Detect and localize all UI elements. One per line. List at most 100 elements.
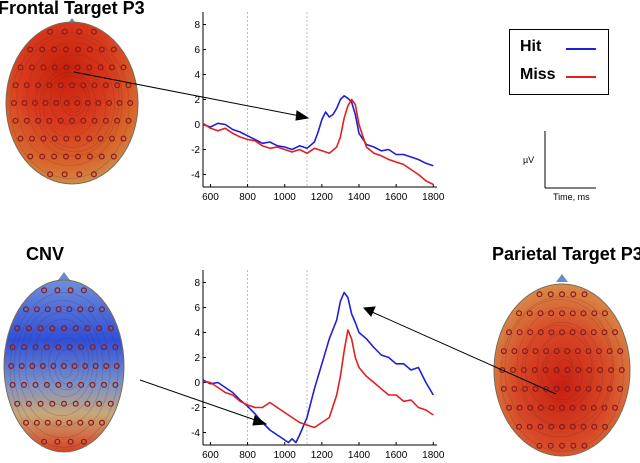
cnv-electrode (66, 381, 73, 388)
parietal-electrode (510, 367, 517, 374)
cnv-electrode (25, 325, 32, 332)
frontal-electrode (17, 135, 24, 142)
cnv-scalp-map (3, 272, 125, 453)
plot0-xtick-label: 600 (202, 192, 219, 203)
cnv-electrode (41, 438, 48, 445)
plot0-xtick-label: 800 (239, 192, 256, 203)
cnv-electrode (43, 381, 50, 388)
parietal-electrode (574, 385, 581, 392)
plot1-xtick-label: 1400 (348, 450, 371, 461)
plot1-xtick-label: 600 (202, 450, 219, 461)
parietal-electrode (506, 329, 513, 336)
cnv-electrode (84, 325, 91, 332)
parietal-electrode (558, 329, 565, 336)
frontal-electrode (63, 64, 70, 71)
cnv-electrode (50, 363, 57, 370)
cnv-electrode (107, 400, 114, 407)
cnv-electrode (113, 363, 120, 370)
frontal-electrode (29, 135, 36, 142)
cnv-electrode (96, 400, 103, 407)
frontal-electrode (90, 28, 97, 35)
frontal-electrode (74, 135, 81, 142)
parietal-electrode (601, 329, 608, 336)
frontal-electrode (105, 99, 112, 106)
frontal-electrode (86, 135, 93, 142)
frontal-electrode (91, 82, 98, 89)
parietal-electrode (520, 367, 527, 374)
parietal-electrode (526, 423, 533, 430)
legend-label-hit: Hit (520, 38, 542, 55)
plot1-ytick-label: 2 (194, 353, 200, 364)
cnv-contour (59, 360, 73, 379)
cnv-electrode (23, 419, 30, 426)
parietal-electrode (564, 385, 571, 392)
frontal-electrode (12, 117, 19, 124)
frontal-electrode (51, 64, 58, 71)
parietal-electrode (500, 348, 507, 355)
parietal-electrode (558, 404, 565, 411)
parietal-electrode (537, 329, 544, 336)
plot0-ytick-label: -2 (191, 145, 200, 156)
plot1-xtick-label: 1200 (311, 450, 334, 461)
frontal-electrode (62, 46, 69, 53)
parietal-electrode (548, 310, 555, 317)
frontal-erp-plot: -4 -2 0 2 4 6 8 600 800 1000 1200 1400 1600 1800 (191, 12, 445, 203)
parietal-electrode (537, 404, 544, 411)
cnv-electrode (49, 325, 56, 332)
frontal-contour (49, 75, 91, 125)
frontal-contour (26, 42, 120, 157)
cnv-contour (32, 318, 94, 406)
frontal-electrode (84, 99, 91, 106)
frontal-electrode (47, 28, 54, 35)
cnv-electrode (29, 363, 36, 370)
plot1-ytick-label: -4 (191, 428, 200, 439)
plot1-ytick-label: -2 (191, 403, 200, 414)
frontal-electrode (98, 153, 105, 160)
cnv-electrode (44, 419, 51, 426)
cnv-electrode (55, 419, 62, 426)
cnv-electrode (60, 363, 67, 370)
frontal-electrode (120, 64, 127, 71)
parietal-electrode (553, 385, 560, 392)
parietal-electrode (591, 423, 598, 430)
frontal-electrode (47, 171, 54, 178)
cnv-electrode (21, 381, 28, 388)
parietal-electrode (595, 385, 602, 392)
parietal-electrode (506, 404, 513, 411)
parietal-contour (504, 299, 615, 438)
frontal-electrode (86, 153, 93, 160)
parietal-electrode (580, 310, 587, 317)
parietal-electrode (585, 385, 592, 392)
cnv-electrode (60, 400, 67, 407)
cnv-electrode (89, 381, 96, 388)
frontal-electrode (57, 117, 64, 124)
cnv-electrode (37, 400, 44, 407)
parietal-electrode (569, 310, 576, 317)
cnv-electrode (112, 344, 119, 351)
parietal-electrode (575, 367, 582, 374)
scale-bar (544, 131, 596, 189)
cnv-electrode (55, 381, 62, 388)
frontal-electrode (80, 117, 87, 124)
parietal-electrode (515, 423, 522, 430)
cnv-electrode (33, 306, 40, 313)
frontal-electrode (74, 99, 81, 106)
cnv-electrode (8, 363, 15, 370)
frontal-electrode (120, 135, 127, 142)
cnv-electrode (39, 363, 46, 370)
parietal-electrode (569, 404, 576, 411)
frontal-contour (39, 66, 106, 148)
frontal-electrode (31, 99, 38, 106)
frontal-electrode (35, 117, 42, 124)
parietal-electrode (606, 385, 613, 392)
parietal-electrode (595, 348, 602, 355)
cnv-electrode (9, 344, 16, 351)
frontal-electrode (76, 171, 83, 178)
frontal-electrode (63, 99, 70, 106)
parietal-electrode (547, 442, 554, 449)
parietal-electrode (511, 385, 518, 392)
parietal-electrode (536, 442, 543, 449)
parietal-electrode (591, 310, 598, 317)
frontal-electrode (68, 117, 75, 124)
plot1-ytick-label: 0 (194, 378, 200, 389)
